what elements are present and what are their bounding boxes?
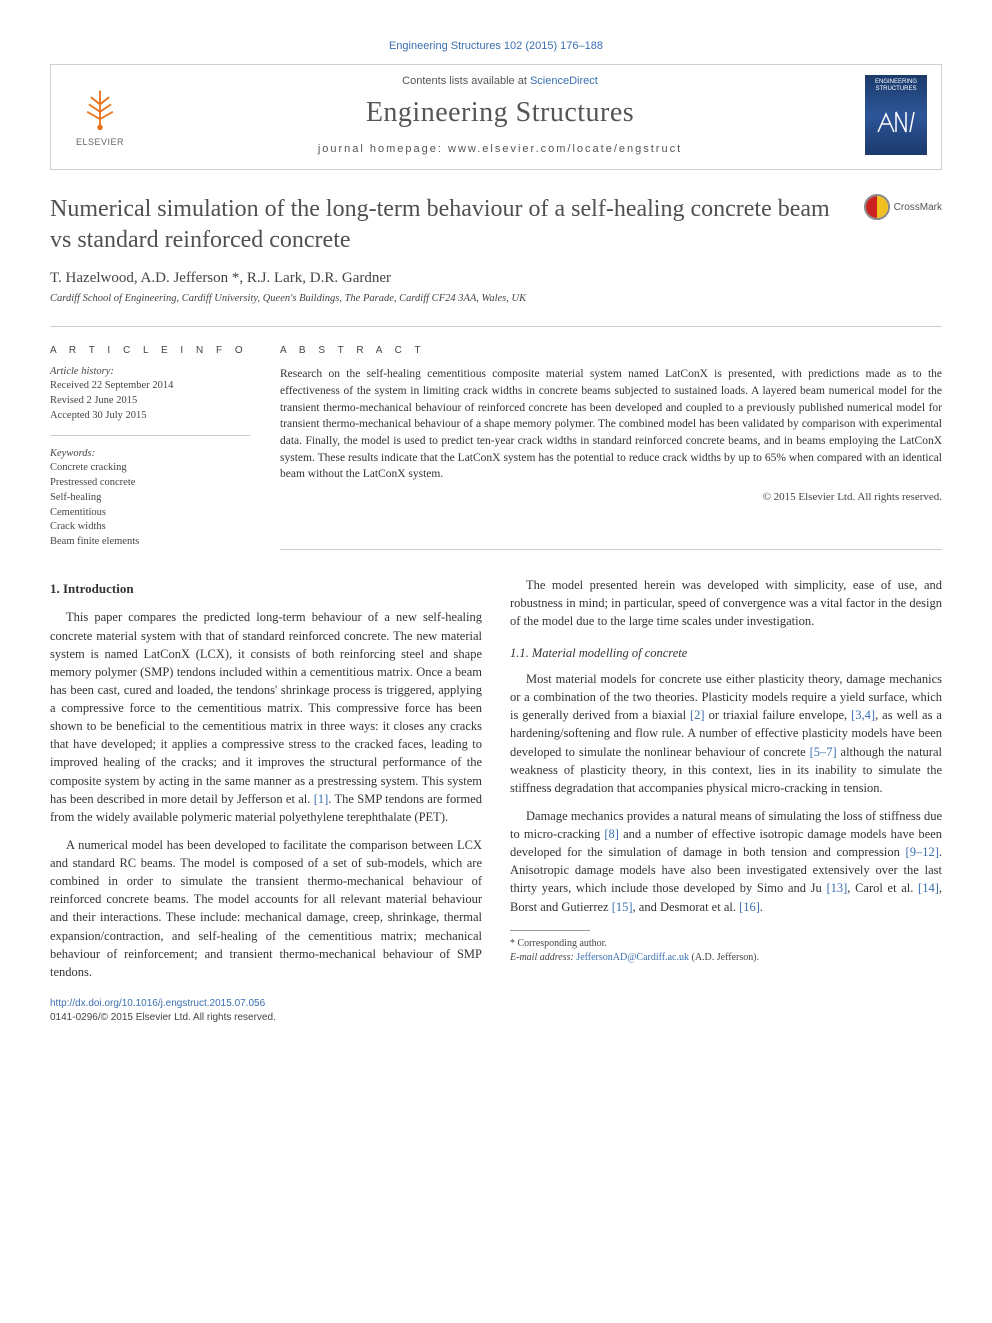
abstract-column: A B S T R A C T Research on the self-hea… xyxy=(280,345,942,549)
issn-copyright-line: 0141-0296/© 2015 Elsevier Ltd. All right… xyxy=(50,1011,942,1025)
citation-link[interactable]: [13] xyxy=(826,881,847,895)
journal-cover-thumb: ENGINEERING STRUCTURES xyxy=(865,75,927,155)
keyword-item: Cementitious xyxy=(50,506,250,521)
history-item: Received 22 September 2014 xyxy=(50,379,250,394)
email-label: E-mail address: xyxy=(510,952,576,963)
masthead: ELSEVIER Contents lists available at Sci… xyxy=(50,64,942,170)
homepage-line: journal homepage: www.elsevier.com/locat… xyxy=(153,143,847,155)
body-paragraph: A numerical model has been developed to … xyxy=(50,836,482,981)
crossmark-badge[interactable]: CrossMark xyxy=(864,194,942,220)
contents-line: Contents lists available at ScienceDirec… xyxy=(153,75,847,87)
header-citation: Engineering Structures 102 (2015) 176–18… xyxy=(50,40,942,52)
body-text: , and Desmorat et al. xyxy=(633,900,740,914)
citation-link[interactable]: [3,4] xyxy=(851,708,875,722)
keyword-item: Prestressed concrete xyxy=(50,476,250,491)
article-info-heading: A R T I C L E I N F O xyxy=(50,345,250,356)
citation-link[interactable]: [5–7] xyxy=(810,745,837,759)
author-list: T. Hazelwood, A.D. Jefferson *, R.J. Lar… xyxy=(50,270,942,287)
publisher-logo: ELSEVIER xyxy=(65,83,135,147)
body-text: , Carol et al. xyxy=(847,881,918,895)
citation-link[interactable]: [8] xyxy=(604,827,619,841)
contents-prefix: Contents lists available at xyxy=(402,75,530,87)
keyword-item: Beam finite elements xyxy=(50,535,250,550)
keyword-item: Crack widths xyxy=(50,520,250,535)
keyword-item: Concrete cracking xyxy=(50,461,250,476)
citation-link[interactable]: [1] xyxy=(314,792,329,806)
crossmark-icon xyxy=(864,194,890,220)
affiliation: Cardiff School of Engineering, Cardiff U… xyxy=(50,293,942,304)
email-tail: (A.D. Jefferson). xyxy=(689,952,759,963)
corresponding-author-note: * Corresponding author. xyxy=(510,937,942,951)
homepage-prefix: journal homepage: xyxy=(318,143,448,155)
body-paragraph: Damage mechanics provides a natural mean… xyxy=(510,807,942,916)
article-info-column: A R T I C L E I N F O Article history: R… xyxy=(50,345,250,549)
body-columns: 1. Introduction This paper compares the … xyxy=(50,576,942,981)
citation-link[interactable]: [2] xyxy=(690,708,705,722)
article-title: Numerical simulation of the long-term be… xyxy=(50,194,844,256)
subsection-heading: 1.1. Material modelling of concrete xyxy=(510,644,942,662)
cover-title: ENGINEERING STRUCTURES xyxy=(867,79,925,92)
journal-name: Engineering Structures xyxy=(153,97,847,129)
citation-link[interactable]: [9–12] xyxy=(906,845,939,859)
elsevier-tree-icon xyxy=(74,83,126,135)
keyword-item: Self-healing xyxy=(50,491,250,506)
publisher-label: ELSEVIER xyxy=(76,137,124,147)
cover-graphic-icon xyxy=(876,104,916,140)
section-heading: 1. Introduction xyxy=(50,580,482,599)
keywords-label: Keywords: xyxy=(50,448,250,459)
abstract-copyright: © 2015 Elsevier Ltd. All rights reserved… xyxy=(280,491,942,503)
footnote-separator xyxy=(510,930,590,931)
body-paragraph: This paper compares the predicted long-t… xyxy=(50,608,482,826)
body-paragraph: Most material models for concrete use ei… xyxy=(510,670,942,797)
body-text: or triaxial failure envelope, xyxy=(705,708,852,722)
homepage-url: www.elsevier.com/locate/engstruct xyxy=(448,143,682,155)
history-item: Revised 2 June 2015 xyxy=(50,394,250,409)
history-label: Article history: xyxy=(50,366,250,377)
abstract-heading: A B S T R A C T xyxy=(280,345,942,356)
body-text: . xyxy=(760,900,763,914)
abstract-text: Research on the self-healing cementitiou… xyxy=(280,366,942,483)
citation-link[interactable]: [15] xyxy=(612,900,633,914)
doi-link[interactable]: http://dx.doi.org/10.1016/j.engstruct.20… xyxy=(50,998,265,1009)
author-email-link[interactable]: JeffersonAD@Cardiff.ac.uk xyxy=(576,952,689,963)
crossmark-label: CrossMark xyxy=(894,202,942,213)
history-item: Accepted 30 July 2015 xyxy=(50,409,250,424)
body-text: This paper compares the predicted long-t… xyxy=(50,610,482,805)
sciencedirect-link[interactable]: ScienceDirect xyxy=(530,75,598,87)
citation-link[interactable]: [16] xyxy=(739,900,760,914)
citation-link[interactable]: [14] xyxy=(918,881,939,895)
page-footer: http://dx.doi.org/10.1016/j.engstruct.20… xyxy=(50,997,942,1025)
email-footnote: E-mail address: JeffersonAD@Cardiff.ac.u… xyxy=(510,951,942,965)
body-paragraph: The model presented herein was developed… xyxy=(510,576,942,630)
